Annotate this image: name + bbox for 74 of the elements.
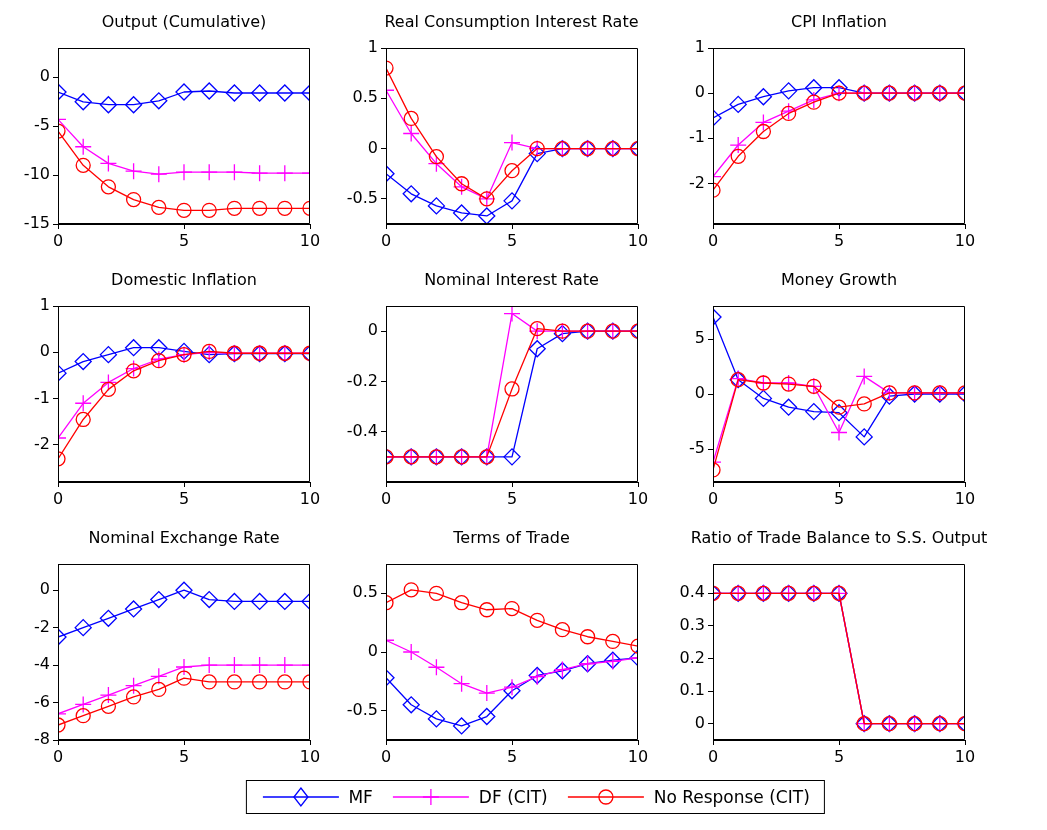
chart-title: Nominal Exchange Rate [88, 528, 280, 547]
x-tick-label: 10 [299, 746, 321, 766]
chart-title: Terms of Trade [453, 528, 570, 547]
y-tick-label: 0 [367, 641, 378, 661]
x-tick-label: 5 [833, 230, 845, 250]
y-tick-label: 5 [694, 328, 705, 348]
y-tick-label: 0 [694, 383, 705, 403]
chart-title: Nominal Interest Rate [424, 270, 599, 289]
y-tick-label: 0 [39, 579, 50, 599]
x-tick-label: 0 [380, 230, 391, 250]
x-tick-label: 5 [178, 746, 190, 766]
y-tick-label: -0.4 [346, 420, 378, 440]
x-tick-label: 5 [178, 230, 190, 250]
y-tick-label: -2 [689, 172, 705, 192]
y-tick-label: 0 [367, 320, 378, 340]
y-tick-label: 0 [367, 137, 378, 157]
y-tick-label: -0.5 [346, 699, 378, 719]
x-tick-label: 5 [833, 488, 845, 508]
x-tick-label: 10 [627, 746, 648, 766]
x-tick-label: 5 [178, 488, 190, 508]
legend-label: No Response (CIT) [653, 787, 810, 807]
x-tick-label: 0 [380, 488, 391, 508]
chart-title: Ratio of Trade Balance to S.S. Output [690, 528, 988, 547]
y-tick-label: -5 [34, 115, 50, 135]
x-tick-label: 0 [707, 488, 719, 508]
y-tick-label: 1 [39, 295, 50, 315]
y-tick-label: -0.5 [346, 188, 378, 208]
y-tick-label: -5 [689, 438, 705, 458]
x-tick-label: 5 [506, 488, 517, 508]
y-tick-label: -4 [34, 654, 50, 674]
x-tick-label: 5 [506, 230, 517, 250]
chart-title: Money Growth [780, 270, 898, 289]
x-tick-label: 0 [52, 230, 64, 250]
chart-title: Domestic Inflation [111, 270, 257, 289]
legend-label: DF (CIT) [478, 787, 548, 807]
x-tick-label: 0 [52, 488, 64, 508]
y-tick-label: 1 [367, 37, 378, 57]
x-tick-label: 10 [954, 230, 976, 250]
y-tick-label: -1 [689, 127, 705, 147]
y-tick-label: 0.3 [679, 615, 705, 635]
x-tick-label: 5 [833, 746, 845, 766]
x-tick-label: 0 [707, 746, 719, 766]
y-tick-label: 0.4 [679, 582, 705, 602]
chart-title: Output (Cumulative) [101, 12, 267, 31]
x-tick-label: 0 [52, 746, 64, 766]
y-tick-label: -15 [23, 213, 50, 233]
y-tick-label: 0 [694, 82, 705, 102]
y-tick-label: 0.5 [352, 582, 378, 602]
y-tick-label: 0.1 [679, 680, 705, 700]
x-tick-label: 10 [299, 488, 321, 508]
x-tick-label: 10 [954, 488, 976, 508]
y-tick-label: -1 [34, 387, 50, 407]
x-tick-label: 10 [954, 746, 976, 766]
y-tick-label: -6 [34, 691, 50, 711]
y-tick-label: -10 [23, 164, 50, 184]
legend-label: MF [348, 787, 373, 807]
y-tick-label: -0.2 [346, 370, 378, 390]
chart-title: Real Consumption Interest Rate [384, 12, 639, 31]
x-tick-label: 0 [380, 746, 391, 766]
x-tick-label: 0 [707, 230, 719, 250]
y-tick-label: 1 [694, 37, 705, 57]
y-tick-label: 0.2 [679, 647, 705, 667]
x-tick-label: 10 [299, 230, 321, 250]
y-tick-label: 0 [39, 341, 50, 361]
x-tick-label: 5 [506, 746, 517, 766]
y-tick-label: 0 [694, 712, 705, 732]
y-tick-label: 0 [39, 66, 50, 86]
y-tick-label: -2 [34, 616, 50, 636]
chart-title: CPI Inflation [790, 12, 887, 31]
x-tick-label: 10 [627, 230, 648, 250]
y-tick-label: -8 [34, 729, 50, 749]
y-tick-label: 0.5 [352, 87, 378, 107]
x-tick-label: 10 [627, 488, 648, 508]
y-tick-label: -2 [34, 434, 50, 454]
